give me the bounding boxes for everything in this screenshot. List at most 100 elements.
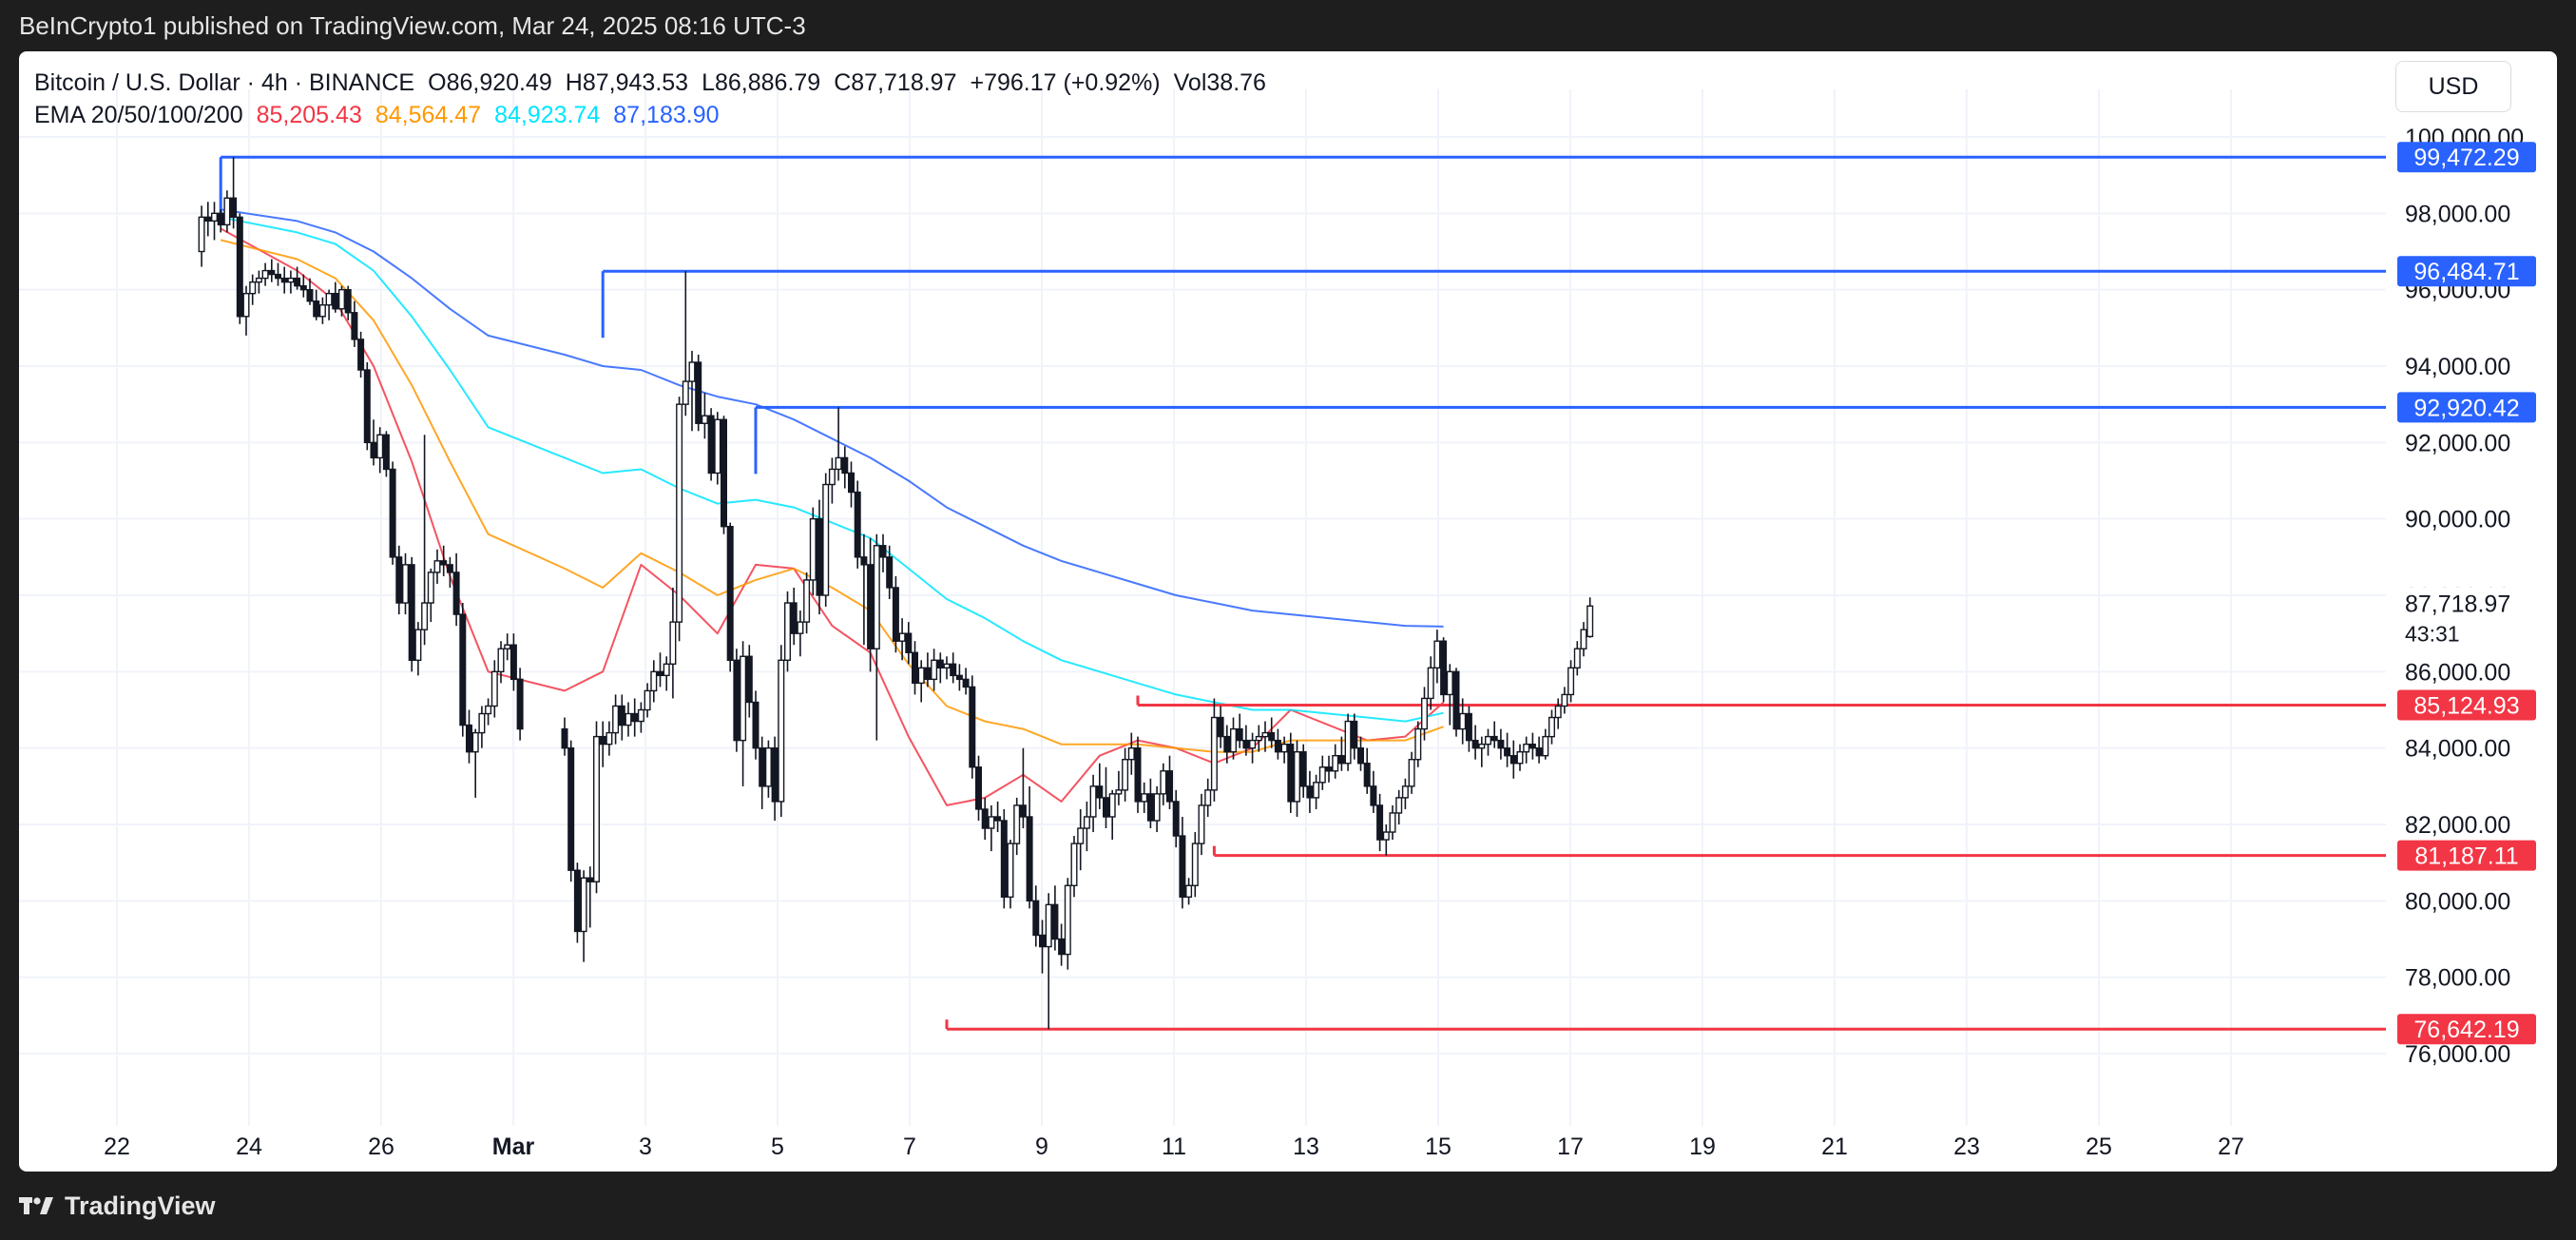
candle-down [1363,763,1371,787]
candle-up [1395,797,1403,814]
ema-line-ema-20 [220,227,1445,806]
candle-down [1465,712,1472,742]
candle-up [809,517,817,581]
candle-down [1019,804,1027,818]
candle-down [1146,793,1154,822]
candle-up [1083,816,1090,829]
price-chart[interactable]: 76,000.00 78,000.00 80,000.00 82,000.00 84,0… [19,51,2557,1172]
candle-up [701,415,708,424]
ema-row[interactable]: EMA 20/50/100/200 85,205.43 84,564.47 84… [34,99,1279,131]
candle-down [886,556,894,589]
candle-up [338,288,346,310]
candle-down [771,746,779,803]
candle-down [860,556,868,566]
candle-up [1198,804,1205,844]
y-tick-label: 94,000.00 [2405,354,2510,380]
x-tick-label: 3 [639,1133,652,1160]
candle-down [975,766,983,810]
candle-up [1408,759,1415,787]
candle-up [593,735,601,882]
candle-up [1318,766,1326,784]
candle-down [573,869,581,933]
candle-down [1504,746,1511,757]
publish-info: BeInCrypto1 published on TradingView.com… [19,10,806,40]
symbol-title[interactable]: Bitcoin / U.S. Dollar · 4h · BINANCE [34,68,415,96]
currency-button[interactable]: USD [2395,61,2511,112]
candle-down [994,816,1002,822]
candle-up [1542,735,1549,757]
candle-down [344,288,352,314]
publish-header: BeInCrypto1 published on TradingView.com… [0,0,2576,51]
candle-up [325,292,333,306]
candle-up [898,632,906,642]
candle-up [1013,804,1021,844]
ema-20-value: 85,205.43 [256,101,362,128]
candle-up [784,602,792,661]
candle-up [580,877,587,933]
y-tick-label: 90,000.00 [2405,507,2510,533]
candle-down [351,312,358,340]
candle-down [721,418,728,528]
candle-up [676,403,683,623]
ema-line-ema-200 [221,208,1444,628]
candle-down [306,288,314,302]
ohlc-row: Bitcoin / U.S. Dollar · 4h · BINANCE O86… [34,67,1279,99]
candle-down [1376,804,1384,841]
candle-up [1313,782,1320,799]
candle-up [1561,693,1568,707]
candle-up [835,456,842,471]
candle-up [376,434,384,459]
candle-down [1102,797,1109,818]
candle-down [759,746,766,787]
candle-up [249,281,257,295]
candle-down [1509,755,1517,765]
candle-up [1007,843,1014,899]
candle-up [1382,831,1390,841]
x-tick-label: 11 [1162,1133,1186,1160]
candle-up [490,670,498,707]
candle-up [644,689,651,711]
support-tag-label: 85,124.93 [2413,692,2519,719]
candle-up [497,648,505,673]
candle-up [1459,712,1467,730]
candle-down [1026,816,1033,902]
candle-up [778,659,785,803]
candle-up [1280,743,1288,753]
candle-down [408,564,415,661]
candle-down [1038,934,1046,948]
candle-up [1089,785,1097,818]
candle-up [1127,746,1135,761]
candle-down [299,284,307,291]
candle-down [236,216,243,318]
candle-up [1420,697,1428,730]
volume-value: Vol38.76 [1173,68,1266,96]
candle-down [599,735,606,746]
candle-down [440,560,448,566]
candle-down [370,441,377,459]
y-tick-label: 76,000.00 [2405,1041,2510,1068]
candle-down [879,545,887,558]
y-tick-label: 82,000.00 [2405,812,2510,839]
candle-up [1484,735,1491,746]
candle-down [1497,739,1505,749]
candle-down [955,674,963,681]
candle-down [950,663,957,677]
candle-down [389,468,396,558]
chart-legend: Bitcoin / U.S. Dollar · 4h · BINANCE O86… [34,67,1279,131]
x-tick-label: 5 [771,1133,784,1160]
x-tick-label: 27 [2218,1133,2244,1160]
candle-up [1141,793,1148,803]
candle-up [210,212,218,223]
candle-up [198,216,205,253]
candle-up [682,380,689,405]
candle-up [803,579,811,623]
candle-up [1210,716,1218,791]
candle-up [1153,793,1161,822]
candle-down [1440,640,1448,696]
candle-up [1433,640,1441,669]
x-tick-label: 23 [1953,1133,1980,1160]
candle-up [1523,743,1530,753]
candle-up [1516,750,1524,765]
candle-down [1236,727,1243,742]
candle-up [421,602,429,630]
